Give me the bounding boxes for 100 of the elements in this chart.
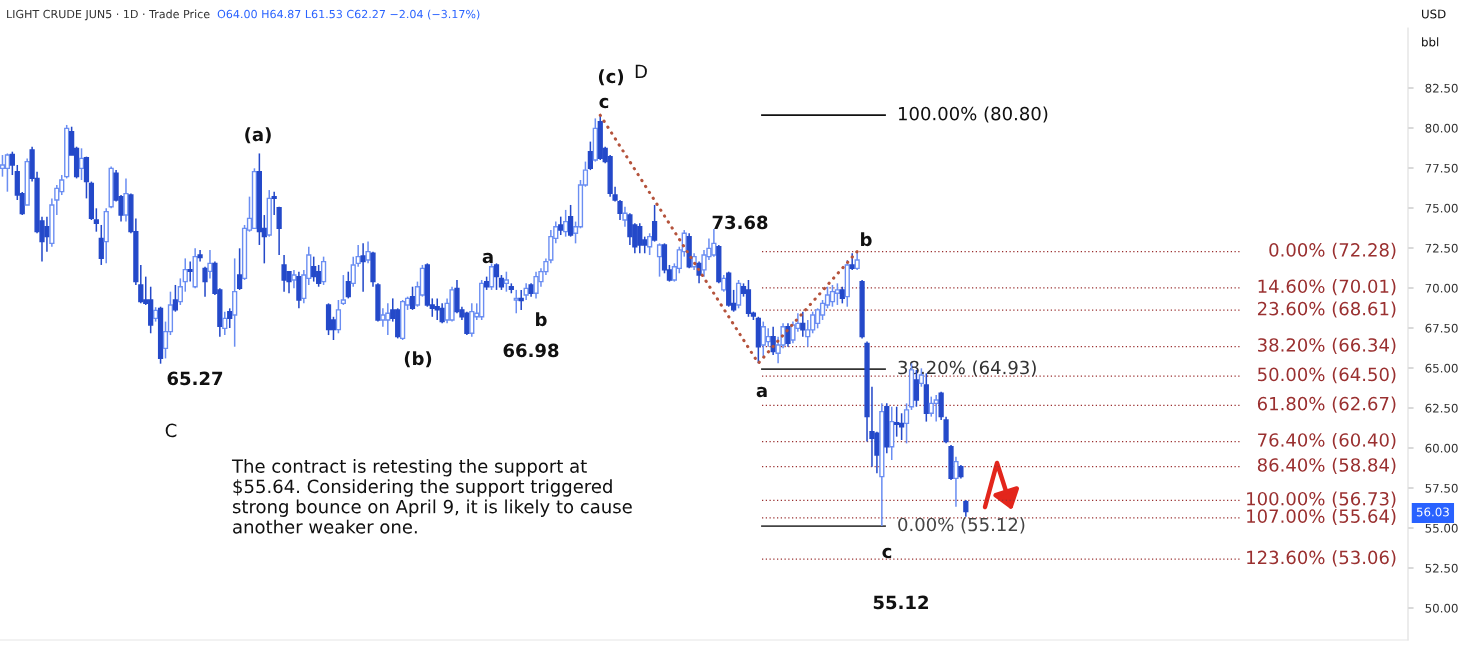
ref-line-label: 38.20% (66.34) <box>1258 337 1396 354</box>
annotation: c <box>599 97 609 109</box>
annotation: 55.12 <box>873 595 928 610</box>
candlestick <box>311 255 317 283</box>
annotation: b <box>861 232 872 247</box>
candlestick <box>745 279 752 318</box>
y-tick-label: 52.50 <box>1425 563 1458 573</box>
ref-line-label: 14.60% (70.01) <box>1258 279 1396 296</box>
text: bbl <box>1422 37 1439 47</box>
candlestick <box>236 247 243 291</box>
y-tick-label: 77.50 <box>1425 163 1458 173</box>
annotation: 73.68 <box>712 215 768 230</box>
candlestick <box>296 270 302 310</box>
candlestick <box>563 209 569 238</box>
annotation: (b) <box>404 351 432 368</box>
candlestick <box>735 279 742 310</box>
candlestick <box>854 250 860 271</box>
ref-line-label: 23.60% (68.61) <box>1257 301 1396 318</box>
candlestick <box>93 207 99 233</box>
candlestick <box>903 402 910 445</box>
candlestick <box>360 242 366 293</box>
candlestick <box>587 140 593 171</box>
candlestick <box>558 215 564 236</box>
candlestick <box>567 204 574 238</box>
ref-line-label: 100.00% (56.73) <box>1247 491 1396 508</box>
candlestick <box>271 190 277 216</box>
annotation: D <box>635 64 647 78</box>
annotation: 65.27 <box>167 371 223 386</box>
candlestick <box>335 299 342 335</box>
annotation: The contract is retesting the support at $55.64. Considering the support triggered strong bounce on April 9, it is likely to cause another weaker one. <box>231 459 632 534</box>
candlestick <box>222 310 228 336</box>
y-tick-label: 72.50 <box>1425 243 1458 253</box>
candlestick <box>933 394 939 423</box>
candlestick <box>78 147 85 181</box>
ref-line-label: 76.40% (60.40) <box>1258 432 1396 449</box>
chart-title: LIGHT CRUDE JUN5 · 1D · Trade Price <box>7 9 210 21</box>
candlestick <box>123 177 129 223</box>
annotation: a <box>482 252 493 264</box>
y-tick-label: 55.00 <box>1425 523 1458 533</box>
candlestick <box>202 265 208 298</box>
y-tick-label: 65.00 <box>1425 363 1458 373</box>
ref-line-label: 50.00% (64.50) <box>1258 367 1396 384</box>
annotation: C <box>165 423 177 438</box>
candlestick <box>207 249 213 280</box>
candlestick <box>493 262 500 291</box>
annotation: (a) <box>245 127 271 144</box>
candlestick <box>0 154 6 178</box>
y-tick-label: 80.00 <box>1425 123 1458 133</box>
ref-line-label: 0.00% (55.12) <box>898 517 1025 534</box>
candlestick <box>651 204 658 243</box>
ref-line-label: 107.00% (55.64) <box>1247 509 1396 526</box>
candlestick <box>276 205 282 256</box>
candlestick <box>656 242 663 278</box>
annotation: 66.98 <box>503 343 559 358</box>
annotation: a <box>756 386 767 398</box>
y-tick-label: 67.50 <box>1425 323 1458 333</box>
candlestick <box>187 260 193 283</box>
y-tick-label: 82.50 <box>1425 83 1458 93</box>
candlestick <box>291 269 297 290</box>
y-tick-label: 70.00 <box>1425 283 1458 293</box>
chart-subtitle: O64.00 H64.87 L61.53 C62.27 −2.04 (−3.17%) <box>217 9 480 20</box>
candlestick <box>345 270 351 300</box>
candlestick <box>829 284 836 308</box>
candlestick <box>83 155 90 200</box>
candlestick <box>834 282 841 306</box>
candlestick <box>488 262 495 291</box>
candlestick <box>365 240 371 265</box>
ref-line-label: 61.80% (62.67) <box>1257 396 1396 413</box>
candlestick <box>647 232 653 256</box>
candlestick <box>409 285 416 311</box>
ref-line-label: 100.00% (80.80) <box>898 106 1048 123</box>
y-tick-label: 62.50 <box>1425 403 1458 413</box>
candlestick <box>513 289 519 315</box>
candlestick <box>340 274 346 306</box>
candlestick <box>765 327 771 348</box>
candlestick <box>469 302 475 338</box>
candlestick <box>800 310 806 338</box>
candlestick <box>9 150 15 176</box>
candlestick <box>320 255 327 286</box>
ref-line-label: 123.60% (53.06) <box>1247 550 1396 567</box>
candlestick <box>894 405 900 438</box>
candlestick <box>953 455 959 508</box>
y-tick-label: 57.50 <box>1425 483 1458 493</box>
y-tick-label: 75.00 <box>1425 203 1458 213</box>
candlestick <box>4 152 11 193</box>
ref-line-label: 86.40% (58.84) <box>1257 457 1396 474</box>
annotation: c <box>882 547 892 559</box>
candlestick <box>622 205 628 228</box>
candlestick <box>172 284 179 313</box>
candlestick <box>227 307 233 329</box>
ref-line-label: 0.00% (72.28) <box>1269 242 1396 259</box>
candlestick <box>503 270 510 293</box>
candlestick <box>98 224 104 266</box>
candlestick <box>232 257 238 348</box>
y-tick-label: 50.00 <box>1425 603 1458 613</box>
text: USD <box>1422 9 1446 19</box>
annotation: b <box>536 312 547 327</box>
y-tick-label: 60.00 <box>1425 443 1458 453</box>
text: 56.03 <box>1416 507 1449 517</box>
candlestick <box>380 307 386 328</box>
